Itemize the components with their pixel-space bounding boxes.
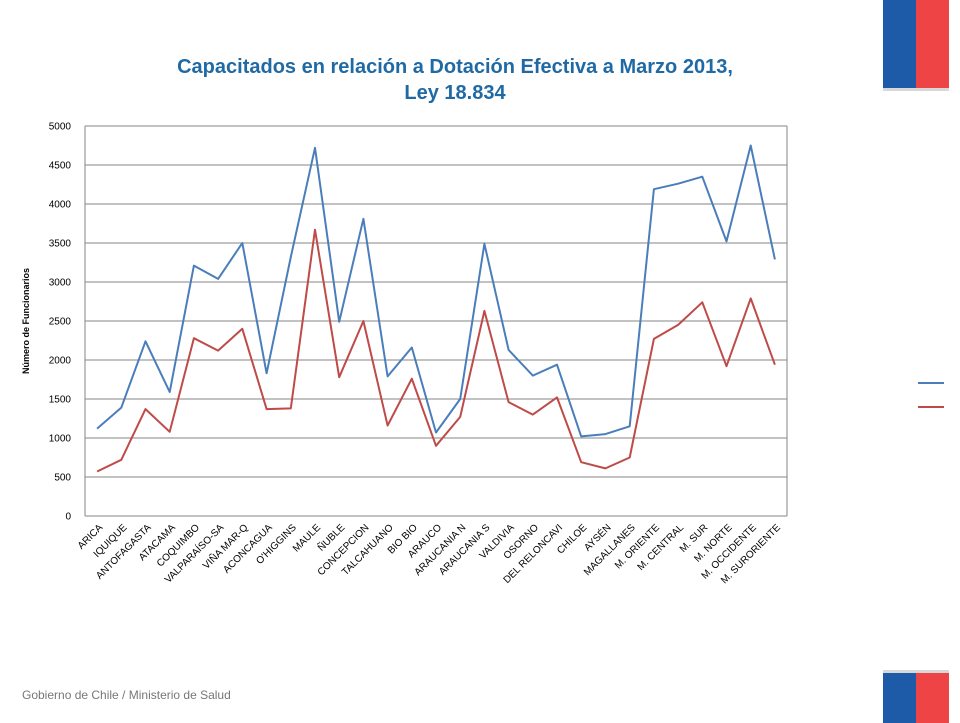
chart-title-line-2: Ley 18.834: [404, 82, 506, 104]
y-tick-label: 500: [54, 473, 71, 484]
y-tick-label: 1000: [49, 434, 72, 445]
flag-red-band: [916, 673, 949, 723]
flag-red-band: [916, 0, 949, 88]
series-line-1: [96, 144, 776, 438]
y-tick-label: 4000: [49, 200, 72, 211]
flag-blue-band: [883, 0, 916, 88]
y-tick-label: 3000: [49, 278, 72, 289]
y-tick-label: 5000: [49, 122, 72, 133]
y-tick-label: 2000: [49, 356, 72, 367]
footer-text: Gobierno de Chile / Ministerio de Salud: [22, 688, 231, 702]
y-tick-label: 0: [65, 512, 71, 523]
chile-flag-stripe-bottom: [883, 670, 949, 723]
chart-title: Capacitados en relación a Dotación Efect…: [60, 54, 850, 106]
chart-title-line-1: Capacitados en relación a Dotación Efect…: [177, 56, 733, 78]
series-line-2: [96, 228, 776, 473]
y-axis-label: Número de Funcionarios: [21, 268, 31, 374]
y-tick-label: 2500: [49, 317, 72, 328]
y-tick-label: 1500: [49, 395, 72, 406]
flag-blue-band: [883, 673, 916, 723]
y-tick-label: 3500: [49, 239, 72, 250]
y-tick-label: 4500: [49, 161, 72, 172]
chile-flag-stripe-top: [883, 0, 949, 91]
